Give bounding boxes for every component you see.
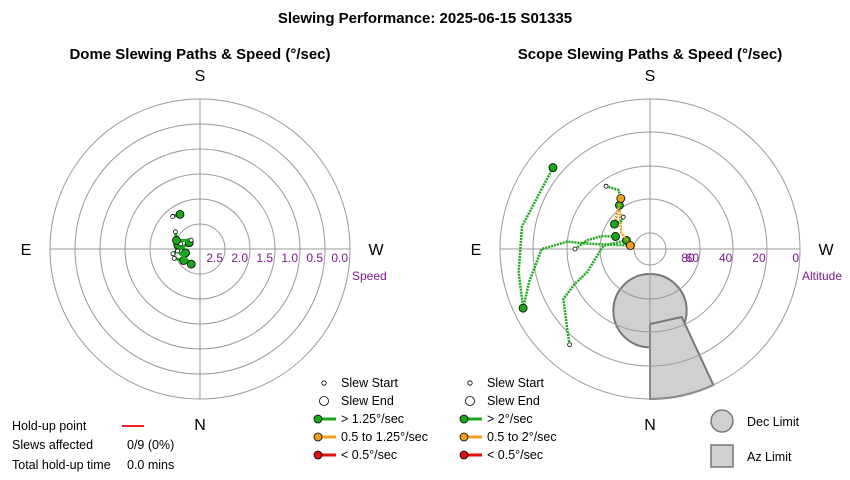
dome-ring-label: 2.5 (206, 251, 223, 265)
dome-legend-medium-marker (313, 432, 323, 442)
holdup-time-value: 0.0 mins (127, 458, 174, 472)
dome-radial-label: Speed (352, 269, 387, 283)
scope-legend-slow-marker (459, 450, 469, 460)
scope-slew-path (562, 239, 627, 346)
scope-chart: Scope Slewing Paths & Speed (°/sec) S N … (459, 46, 842, 468)
scope-slew-end-point (567, 342, 573, 348)
dome-slew-end-point (171, 256, 177, 261)
dome-legend-start-icon (321, 380, 327, 386)
dome-legend-label: > 1.25°/sec (341, 412, 404, 426)
scope-slew-path (574, 234, 616, 251)
scope-slew-start-point (611, 232, 620, 241)
limit-legend-label: Dec Limit (747, 415, 800, 429)
dome-compass-right: W (368, 242, 384, 259)
scope-slew-end-point (620, 214, 626, 220)
dome-ring-label: 1.5 (256, 251, 273, 265)
dome-compass-top: S (195, 68, 206, 85)
scope-legend-fast-marker (459, 414, 469, 424)
scope-slew-start-point (625, 241, 635, 250)
scope-slew-path (521, 240, 631, 309)
scope-legend-label: Slew Start (487, 376, 544, 390)
scope-compass-left: E (471, 242, 482, 259)
dome-ring-label: 2.0 (231, 251, 248, 265)
dec-limit-legend-icon (710, 409, 734, 433)
scope-chart-title: Scope Slewing Paths & Speed (°/sec) (518, 46, 782, 63)
scope-compass-bottom: N (644, 417, 656, 434)
dome-compass-left: E (21, 242, 32, 259)
scope-legend-label: Slew End (487, 394, 540, 408)
dome-chart-title: Dome Slewing Paths & Speed (°/sec) (69, 46, 330, 63)
scope-slew-end-point (603, 183, 609, 189)
dome-slew-start-point (175, 209, 185, 219)
dome-legend-label: Slew End (341, 394, 394, 408)
scope-legend-label: < 0.5°/sec (487, 448, 543, 462)
scope-slew-end-point (572, 246, 578, 252)
scope-compass-top: S (645, 68, 656, 85)
dome-ring-label: 1.0 (281, 251, 298, 265)
holdup-point-label: Hold-up point (12, 419, 87, 433)
scope-legend-start-icon (467, 380, 473, 386)
holdup-summary: Hold-up point Slews affected 0/9 (0%) To… (12, 419, 174, 472)
dome-slew-end-point (170, 214, 176, 219)
scope-legend-label: 0.5 to 2°/sec (487, 430, 557, 444)
dome-legend-slow-marker (313, 450, 323, 460)
dome-chart: Dome Slewing Paths & Speed (°/sec) S N E… (21, 46, 428, 462)
dome-legend-label: Slew Start (341, 376, 398, 390)
dome-compass-bottom: N (194, 417, 206, 434)
scope-slew-start-point (610, 219, 619, 229)
dome-slew-start-point (172, 236, 181, 245)
scope-slew-start-point (616, 194, 626, 203)
dome-legend-fast-marker (313, 414, 323, 424)
dome-slew-end-point (175, 248, 180, 254)
dome-slew-end-point (170, 251, 176, 257)
limit-legend-label: Az Limit (747, 450, 792, 464)
scope-ring-label: 40 (719, 251, 733, 265)
scope-legend-medium-marker (459, 432, 469, 442)
scope-legend-label: > 2°/sec (487, 412, 533, 426)
main-title: Slewing Performance: 2025-06-15 S01335 (277, 10, 573, 27)
dome-slew-end-point (173, 229, 178, 235)
scope-slew-start-point (548, 163, 558, 172)
scope-radial-label: Altitude (802, 269, 842, 283)
scope-slew-start-point (518, 303, 528, 313)
scope-slew-path (517, 167, 555, 309)
scope-ring-label: 0 (792, 251, 799, 265)
scope-ring-label: 60 (686, 251, 700, 265)
dome-legend-end-icon (319, 396, 329, 406)
dome-slew-start-point (186, 259, 196, 269)
scope-compass-right: W (818, 242, 834, 259)
holdup-slews-value: 0/9 (0%) (127, 438, 174, 452)
dome-ring-label: 0.5 (306, 251, 323, 265)
scope-ring-label: 20 (752, 251, 766, 265)
dome-slew-end-point (188, 237, 194, 243)
dome-legend-label: 0.5 to 1.25°/sec (341, 430, 428, 444)
holdup-time-label: Total hold-up time (12, 458, 111, 472)
scope-ring-label: 80 (681, 251, 695, 265)
holdup-slews-label: Slews affected (12, 438, 93, 452)
az-limit-shape (649, 315, 715, 401)
dome-legend-label: < 0.5°/sec (341, 448, 397, 462)
dome-ring-label: 0.0 (331, 251, 348, 265)
az-limit-legend-icon (710, 444, 734, 468)
scope-legend-end-icon (465, 396, 475, 406)
